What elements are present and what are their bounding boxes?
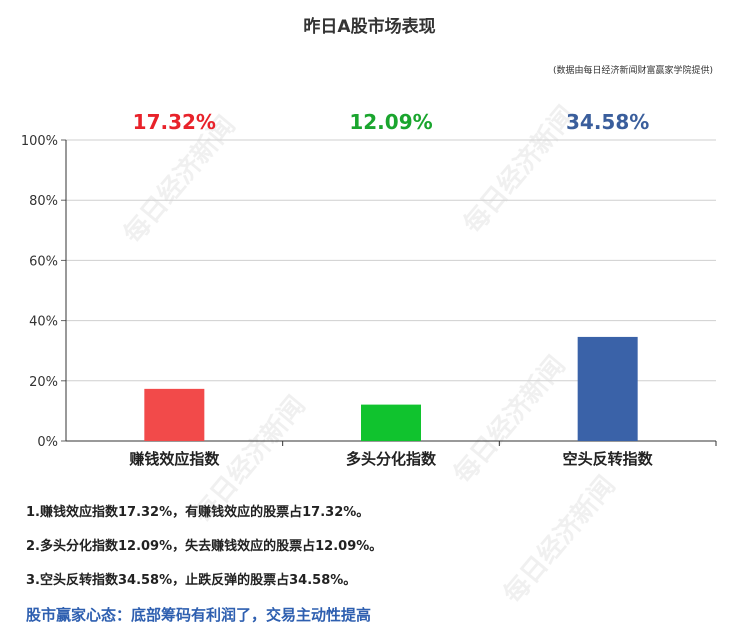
y-tick-label: 100% [21, 134, 58, 149]
value-label-1: 17.32% [133, 110, 216, 134]
bar-chart: 0% 20% 40% 60% 80% 100% 赚钱效应指数 17.32% 多头分化指数 12.0… [21, 110, 717, 468]
y-tick-label: 80% [29, 194, 58, 209]
y-tick-label: 0% [37, 435, 58, 450]
y-tick-label: 60% [29, 254, 58, 269]
note-3: 3.空头反转指数34.58%，止跌反弹的股票占34.58%。 [26, 573, 357, 588]
chart-title: 昨日A股市场表现 [303, 17, 436, 37]
bar-3 [577, 336, 638, 441]
x-category-label: 空头反转指数 [563, 450, 654, 468]
data-source-note: (数据由每日经济新闻财富赢家学院提供) [552, 66, 713, 76]
value-label-3: 34.58% [566, 110, 649, 134]
x-category-label: 赚钱效应指数 [128, 450, 220, 468]
notes-list: 1.赚钱效应指数17.32%，有赚钱效应的股票占17.32%。 2.多头分化指数… [26, 503, 382, 605]
y-tick-label: 40% [29, 315, 58, 330]
y-tick-label: 20% [29, 375, 58, 390]
bar-2 [361, 404, 421, 441]
note-2: 2.多头分化指数12.09%，失去赚钱效应的股票占12.09%。 [26, 539, 383, 554]
bar-1 [144, 388, 205, 441]
x-category-label: 多头分化指数 [346, 450, 437, 468]
value-label-2: 12.09% [349, 110, 432, 134]
market-mindset: 股市赢家心态：底部筹码有利润了，交易主动性提高 [26, 606, 372, 624]
note-1: 1.赚钱效应指数17.32%，有赚钱效应的股票占17.32%。 [26, 505, 370, 520]
